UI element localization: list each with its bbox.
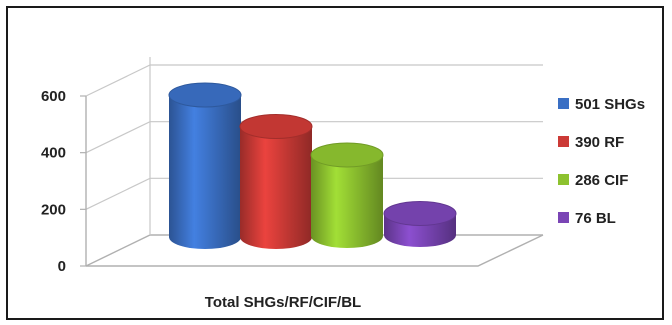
gridline-400 xyxy=(86,122,543,153)
bar-body xyxy=(169,95,241,249)
y-tick-label: 200 xyxy=(41,201,66,218)
x-axis-label: Total SHGs/RF/CIF/BL xyxy=(205,294,361,311)
legend-item: 76 BL xyxy=(558,210,616,227)
bar-top xyxy=(384,201,456,225)
bar-76-bl xyxy=(384,201,456,247)
bar-390-rf xyxy=(240,115,312,250)
bar-top xyxy=(240,115,312,139)
legend-swatch xyxy=(558,212,569,223)
legend-item: 390 RF xyxy=(558,134,624,151)
bar-body xyxy=(311,155,383,248)
legend-item: 501 SHGs xyxy=(558,96,645,113)
legend-label: 390 RF xyxy=(575,134,624,151)
legend-label: 286 CIF xyxy=(575,172,628,189)
bar-286-cif xyxy=(311,143,383,248)
y-tick-label: 600 xyxy=(41,88,66,105)
legend-swatch xyxy=(558,98,569,109)
legend-item: 286 CIF xyxy=(558,172,628,189)
legend-swatch xyxy=(558,136,569,147)
legend: 501 SHGs 390 RF 286 CIF 76 BL xyxy=(558,96,645,227)
y-axis-ticks: 0 200 400 600 xyxy=(41,88,66,275)
bars-layer xyxy=(169,83,456,249)
y-tick-label: 400 xyxy=(41,145,66,162)
bar-body xyxy=(240,127,312,250)
bar-501-shgs xyxy=(169,83,241,249)
gridline-600 xyxy=(86,65,543,96)
y-tick-label: 0 xyxy=(58,258,66,275)
bar-top xyxy=(169,83,241,107)
legend-swatch xyxy=(558,174,569,185)
bar-top xyxy=(311,143,383,167)
legend-label: 501 SHGs xyxy=(575,96,645,113)
legend-label: 76 BL xyxy=(575,210,616,227)
